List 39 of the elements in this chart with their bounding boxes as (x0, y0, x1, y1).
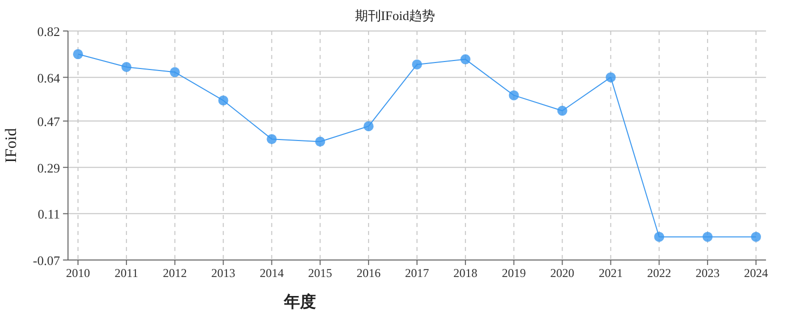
point (654, 232, 664, 242)
point (557, 106, 568, 116)
point (508, 90, 519, 100)
y-axis-title: IFoid (3, 128, 20, 163)
x-tick-label: 2024 (744, 266, 768, 280)
point (364, 121, 374, 132)
x-tick-label: 2016 (356, 266, 381, 280)
y-tick-label: -0.07 (32, 253, 60, 268)
point (266, 134, 277, 144)
point (606, 72, 616, 82)
point (412, 59, 422, 70)
y-tick-label: 0.47 (37, 114, 60, 130)
y-tick-label: 0.82 (37, 24, 60, 39)
y-tick-label: 0.11 (38, 206, 60, 222)
point (121, 62, 132, 72)
x-tick-label: 2015 (308, 266, 332, 280)
x-tick-label: 2012 (162, 266, 187, 280)
point (170, 67, 180, 78)
point (73, 49, 83, 60)
point (460, 54, 470, 64)
x-tick-label: 2023 (696, 266, 720, 280)
x-tick-label: 2022 (647, 266, 672, 280)
x-tick-label: 2021 (598, 266, 623, 280)
point (751, 232, 761, 242)
y-tick-label: 0.64 (37, 70, 60, 86)
x-axis-title: 年度 (283, 292, 316, 311)
x-tick-label: 2020 (550, 266, 574, 280)
x-tick-label: 2011 (114, 266, 138, 280)
x-tick-label: 2018 (453, 266, 478, 280)
point (702, 232, 713, 242)
x-tick-label: 2013 (211, 266, 236, 280)
x-tick-label: 2010 (66, 266, 90, 280)
point (218, 95, 228, 106)
chart-title: 期刊IFoid趋势 (354, 8, 436, 23)
x-tick-label: 2019 (502, 266, 526, 280)
point (315, 136, 326, 147)
x-tick-label: 2014 (260, 266, 284, 280)
y-tick-label: 0.29 (37, 160, 60, 176)
x-tick-label: 2017 (405, 266, 429, 280)
